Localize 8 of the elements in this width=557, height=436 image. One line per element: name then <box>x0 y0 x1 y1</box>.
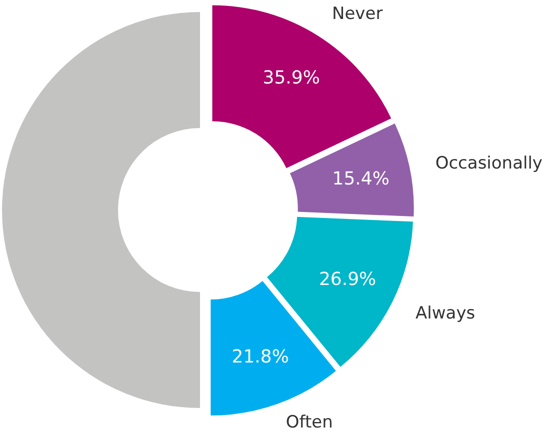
data-label: 21.8% <box>232 346 289 368</box>
slice-label: Often <box>286 412 333 433</box>
data-label: 15.4% <box>332 168 390 190</box>
slice-label: Occasionally <box>435 154 542 174</box>
data-label: 26.9% <box>318 269 376 290</box>
data-label: 35.9% <box>262 68 320 89</box>
slice-label: Never <box>332 4 383 24</box>
slice-label: Always <box>416 304 476 324</box>
